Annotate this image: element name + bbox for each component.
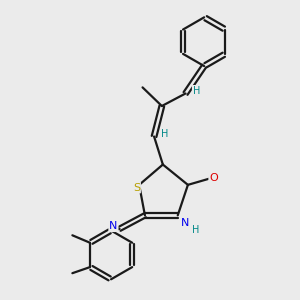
Text: H: H	[193, 86, 200, 96]
Text: N: N	[109, 221, 118, 231]
Text: N: N	[181, 218, 189, 228]
Text: S: S	[133, 183, 140, 193]
Text: H: H	[161, 129, 169, 140]
Text: O: O	[209, 173, 218, 183]
Text: H: H	[192, 225, 199, 235]
